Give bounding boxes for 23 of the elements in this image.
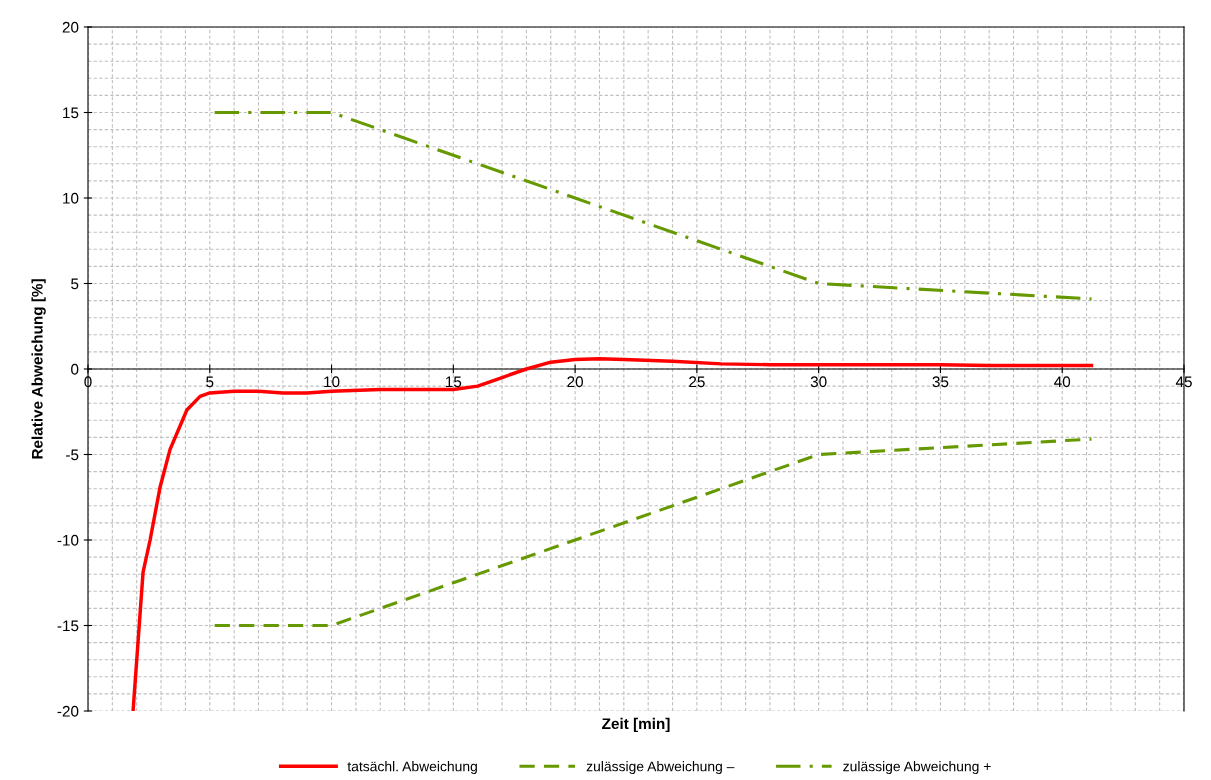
legend-label: zulässige Abweichung –: [586, 761, 735, 775]
x-axis-title: Zeit [min]: [602, 717, 670, 733]
y-tick-label: -15: [57, 620, 79, 632]
y-tick-label: 0: [71, 363, 79, 375]
y-tick-label: 5: [71, 278, 79, 290]
legend-label: zulässige Abweichung +: [843, 761, 991, 775]
y-tick-label: -10: [57, 534, 79, 546]
y-tick-label: 15: [63, 107, 79, 119]
x-tick-label: 30: [810, 376, 827, 388]
x-tick-label: 5: [206, 376, 214, 388]
y-axis-title: Relative Abweichung [%]: [31, 279, 46, 459]
legend-label: tatsächl. Abweichung: [347, 761, 477, 775]
x-tick-label: 15: [446, 376, 462, 388]
y-tick-label: -5: [66, 449, 79, 461]
line-series: [131, 357, 1094, 711]
x-tick-label: 40: [1054, 376, 1071, 388]
y-tick-label: 20: [62, 21, 79, 33]
x-tick-label: 10: [324, 376, 340, 388]
y-tick-label: 10: [63, 192, 79, 204]
x-tick-label: 25: [689, 376, 705, 388]
x-tick-label: 20: [567, 376, 584, 388]
x-tick-label: 35: [932, 376, 949, 388]
y-tick-label: -20: [57, 705, 79, 717]
